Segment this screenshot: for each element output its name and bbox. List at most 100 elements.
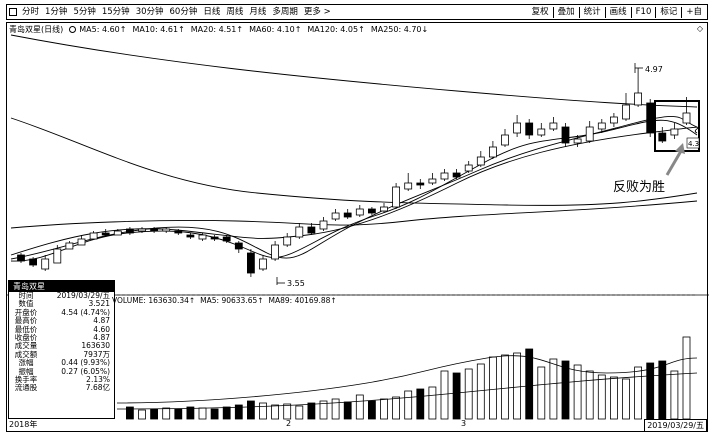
info-row: 最低价 4.60: [9, 324, 114, 334]
stock-title: 青岛双星(日线): [9, 25, 64, 34]
price-tag: 4.3: [688, 140, 699, 148]
volume-ma5-line: [116, 355, 698, 404]
period-tab-4[interactable]: 30分钟: [135, 7, 164, 17]
period-tab-10[interactable]: 更多 >: [303, 7, 331, 17]
period-tab-8[interactable]: 月线: [249, 7, 267, 17]
candle-body: [210, 236, 219, 240]
info-row: 振幅 0.27 (6.05%): [9, 367, 114, 376]
period-tab-0[interactable]: 分时: [22, 7, 40, 17]
info-value: 4.87: [93, 316, 110, 326]
info-row: 成交额 7937万: [9, 349, 114, 359]
volume-legend-item: MA5: 90633.65↑: [200, 296, 264, 305]
candles-group: [17, 68, 691, 277]
toolbar-action-3[interactable]: 画线: [609, 7, 627, 17]
candle-body: [246, 252, 255, 274]
volume-bar: [658, 360, 667, 420]
volume-bar: [283, 403, 292, 420]
toolbar-action-6[interactable]: +自: [686, 7, 702, 17]
volume-bar: [452, 372, 461, 420]
volume-bar: [585, 370, 594, 420]
info-row: 收盘价 4.87: [9, 332, 114, 342]
period-tab-9[interactable]: 多周期: [272, 7, 298, 17]
toolbar-action-2[interactable]: 统计: [583, 7, 601, 17]
volume-bar: [597, 374, 606, 420]
info-row: 最高价 4.87: [9, 316, 114, 326]
info-rows: 时间 2019/03/29/五 数值 3.521 开盘价 4.54 (4.74%) 最高价 4…: [9, 291, 114, 393]
volume-legend-item: VOLUME: 163630.34↑: [112, 296, 196, 305]
date-tick-2: 3: [461, 419, 467, 428]
candle-body: [295, 226, 304, 238]
candle-body: [186, 234, 195, 238]
chart-settings-icon[interactable]: ◇: [696, 24, 703, 33]
info-value: 7937万: [83, 349, 110, 359]
volume-bar: [646, 362, 655, 420]
ma5-line: [10, 119, 698, 262]
annotation-arrow: [665, 150, 683, 176]
volume-bar: [634, 366, 642, 420]
volume-bar: [561, 360, 570, 420]
period-tab-5[interactable]: 60分钟: [169, 7, 198, 17]
info-label: 涨幅: [18, 358, 34, 368]
info-row: 流通股 7.68亿: [9, 383, 114, 393]
info-value: 7.68亿: [85, 383, 110, 393]
period-tab-7[interactable]: 周线: [226, 7, 244, 17]
kline-canvas[interactable]: 4.97 3.55 4.3 反败为胜: [7, 23, 709, 433]
candle-body: [501, 134, 509, 146]
toolbar-action-1[interactable]: 叠加: [557, 7, 575, 17]
volume-bar: [380, 398, 388, 420]
date-tick-1: 2: [286, 419, 292, 428]
info-label: 最低价: [14, 324, 38, 334]
toolbar-action-5[interactable]: 标记: [660, 7, 678, 17]
candle-body: [307, 226, 316, 234]
ma-legend-item: MA5: 4.60↑: [79, 25, 127, 34]
volume-bar: [234, 404, 243, 420]
volume-bar: [488, 356, 497, 420]
candle-body: [682, 112, 691, 124]
ma250-line: [10, 34, 698, 108]
volume-bar: [186, 406, 195, 420]
candle-body: [234, 242, 243, 250]
ma-legend-item: MA60: 4.10↑: [249, 25, 302, 34]
candle-body: [65, 242, 74, 250]
kline-chart-frame: 青岛双星(日线) MA5: 4.60↑ MA10: 4.61↑ MA20: 4.51…: [6, 22, 709, 433]
volume-bar: [210, 408, 219, 420]
info-value: 4.54 (4.74%): [61, 307, 110, 317]
info-label: 数值: [18, 299, 34, 309]
chart-toolbar: 分时 1分钟 5分钟 15分钟 30分钟 60分钟 日线 周线 月线 多周期 更多 > 复权 叠加 统计…: [6, 4, 708, 20]
candle-body: [440, 172, 449, 180]
candle-body: [29, 258, 38, 266]
info-value: 163630: [81, 341, 110, 351]
high-label: 4.97: [645, 65, 663, 74]
info-value: 4.87: [93, 332, 110, 342]
indicator-dot-icon[interactable]: [69, 26, 77, 33]
candle-body: [331, 212, 340, 220]
info-value: 4.60: [93, 324, 110, 334]
candle-body: [259, 258, 267, 270]
toolbar-action-4[interactable]: F10: [635, 7, 652, 17]
candle-body: [150, 228, 159, 232]
low-label: 3.55: [287, 279, 305, 288]
volume-bar: [138, 409, 146, 420]
info-label: 时间: [18, 291, 34, 300]
volume-bar: [307, 402, 316, 420]
toolbar-action-0[interactable]: 复权: [531, 7, 549, 17]
ma-legend-item: MA120: 4.05↑: [307, 25, 365, 34]
volume-bar: [670, 370, 679, 420]
candle-body: [319, 220, 328, 230]
volume-bar: [622, 378, 630, 420]
info-label: 最高价: [14, 316, 38, 326]
period-tab-6[interactable]: 日线: [203, 7, 221, 17]
volume-bar: [259, 402, 267, 420]
period-tab-3[interactable]: 15分钟: [101, 7, 130, 17]
period-tab-1[interactable]: 1分钟: [45, 7, 68, 17]
menu-square-icon[interactable]: [9, 8, 17, 16]
volume-bar: [416, 388, 425, 420]
volume-bar: [476, 363, 485, 420]
volume-legend-item: MA89: 40169.88↑: [268, 296, 337, 305]
volume-bar: [343, 401, 352, 420]
volume-bar: [367, 400, 376, 420]
info-label: 收盘价: [14, 332, 38, 342]
period-tab-2[interactable]: 5分钟: [73, 7, 96, 17]
ma20-line: [10, 126, 699, 256]
candle-body: [89, 232, 98, 240]
